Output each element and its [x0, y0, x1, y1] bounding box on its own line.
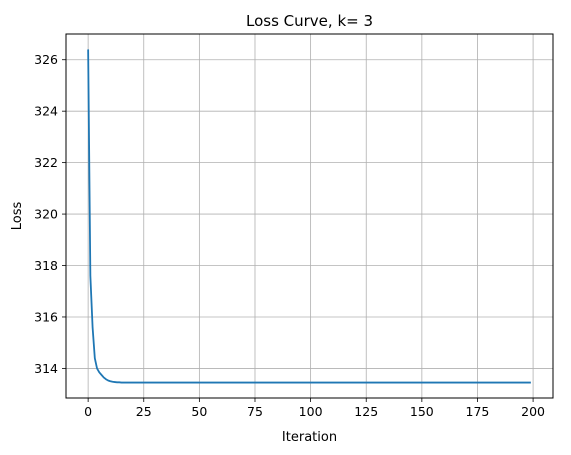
x-tick-label: 0	[84, 404, 92, 419]
x-tick-label: 25	[136, 404, 152, 419]
x-tick-label: 125	[354, 404, 378, 419]
grid	[66, 34, 553, 398]
chart-title: Loss Curve, k= 3	[246, 12, 373, 30]
y-axis-label: Loss	[10, 202, 25, 231]
y-tick-label: 314	[34, 361, 58, 376]
y-tick-label: 324	[34, 104, 58, 119]
x-tick-label: 50	[191, 404, 207, 419]
y-tick-label: 326	[34, 52, 58, 67]
y-tick-label: 316	[34, 309, 58, 324]
series-layer	[87, 49, 531, 384]
plot-frame	[65, 33, 554, 399]
y-tick-label: 320	[34, 207, 58, 222]
x-tick-label: 100	[299, 404, 323, 419]
x-tick-label: 75	[247, 404, 263, 419]
y-tick-label: 322	[34, 155, 58, 170]
x-tick-label: 200	[521, 404, 545, 419]
x-axis-label: Iteration	[282, 430, 337, 445]
loss-series-line	[87, 49, 531, 384]
x-tick-label: 150	[410, 404, 434, 419]
y-tick-label: 318	[34, 258, 58, 273]
x-tick-label: 175	[466, 404, 490, 419]
ticks: 0 25 50 75 100 125 150 175 200 314 316 318 320 322 324…	[34, 52, 545, 419]
